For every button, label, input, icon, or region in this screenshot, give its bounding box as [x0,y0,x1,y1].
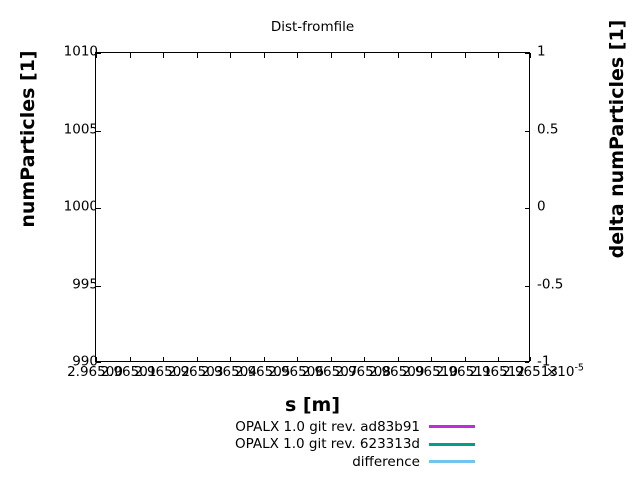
x-tick-label-4: 2.96504 [201,364,257,380]
x-tick-label-10: 2.96510 [402,364,458,380]
y-tick-label-left-3: 1005 [63,120,98,137]
x-tick-label-2: 2.96502 [134,364,190,380]
legend-item: OPALX 1.0 git rev. ad83b91 [150,418,475,436]
x-tick-label-12: 2.96512 [469,364,525,380]
x-tick-label-3: 2.96503 [167,364,224,380]
x-tick-label-13: 2.96513 [502,364,558,380]
legend-line-swatch [429,425,475,429]
legend-label: OPALX 1.0 git rev. ad83b91 [235,418,420,435]
x-axis-title: s [m] [284,394,341,416]
legend-label: difference [352,453,420,470]
y-tick-label-left-4: 1010 [63,43,98,60]
plot-data-area [96,53,529,361]
y-tick-label-right-1: -0.5 [537,275,564,292]
y-tick-label-right-2: 0 [537,198,546,215]
x-tick-label-0: 2.96500 [67,364,123,380]
x-offset-mantissa: ×10 [546,364,575,380]
y-tick-label-right-4: 1 [537,43,546,60]
legend-item: OPALX 1.0 git rev. 623313d [150,436,475,454]
legend-item: difference [150,453,475,471]
y-tick-label-left-1: 995 [72,275,98,292]
y-axis-title-right: delta numParticles [1] [606,19,628,259]
y-tick-label-right-3: 0.5 [537,120,559,137]
y-tick-label-right-0: -1 [537,353,551,370]
chart-legend: OPALX 1.0 git rev. ad83b91 OPALX 1.0 git… [150,418,475,471]
x-tick-label-6: 2.96506 [268,364,324,380]
x-axis-offset-text: ×10-5 [546,362,584,380]
plot-axes-frame [95,52,532,364]
legend-line-swatch [429,460,475,464]
x-offset-exponent: -5 [574,362,584,374]
x-tick-label-1: 2.96501 [100,364,157,380]
chart-title: Dist-fromfile [270,19,355,35]
x-tick-label-11: 2.96511 [435,364,492,380]
y-tick-label-left-2: 1000 [63,198,98,215]
y-axis-title-left: numParticles [1] [17,50,39,228]
legend-line-swatch [429,442,475,446]
x-tick-label-9: 2.96509 [368,364,425,380]
legend-label: OPALX 1.0 git rev. 623313d [234,436,420,453]
x-tick-label-8: 2.96508 [335,364,391,380]
x-tick-label-7: 2.96507 [301,364,358,380]
y-tick-label-left-0: 990 [72,353,98,370]
x-tick-label-5: 2.96505 [234,364,291,380]
